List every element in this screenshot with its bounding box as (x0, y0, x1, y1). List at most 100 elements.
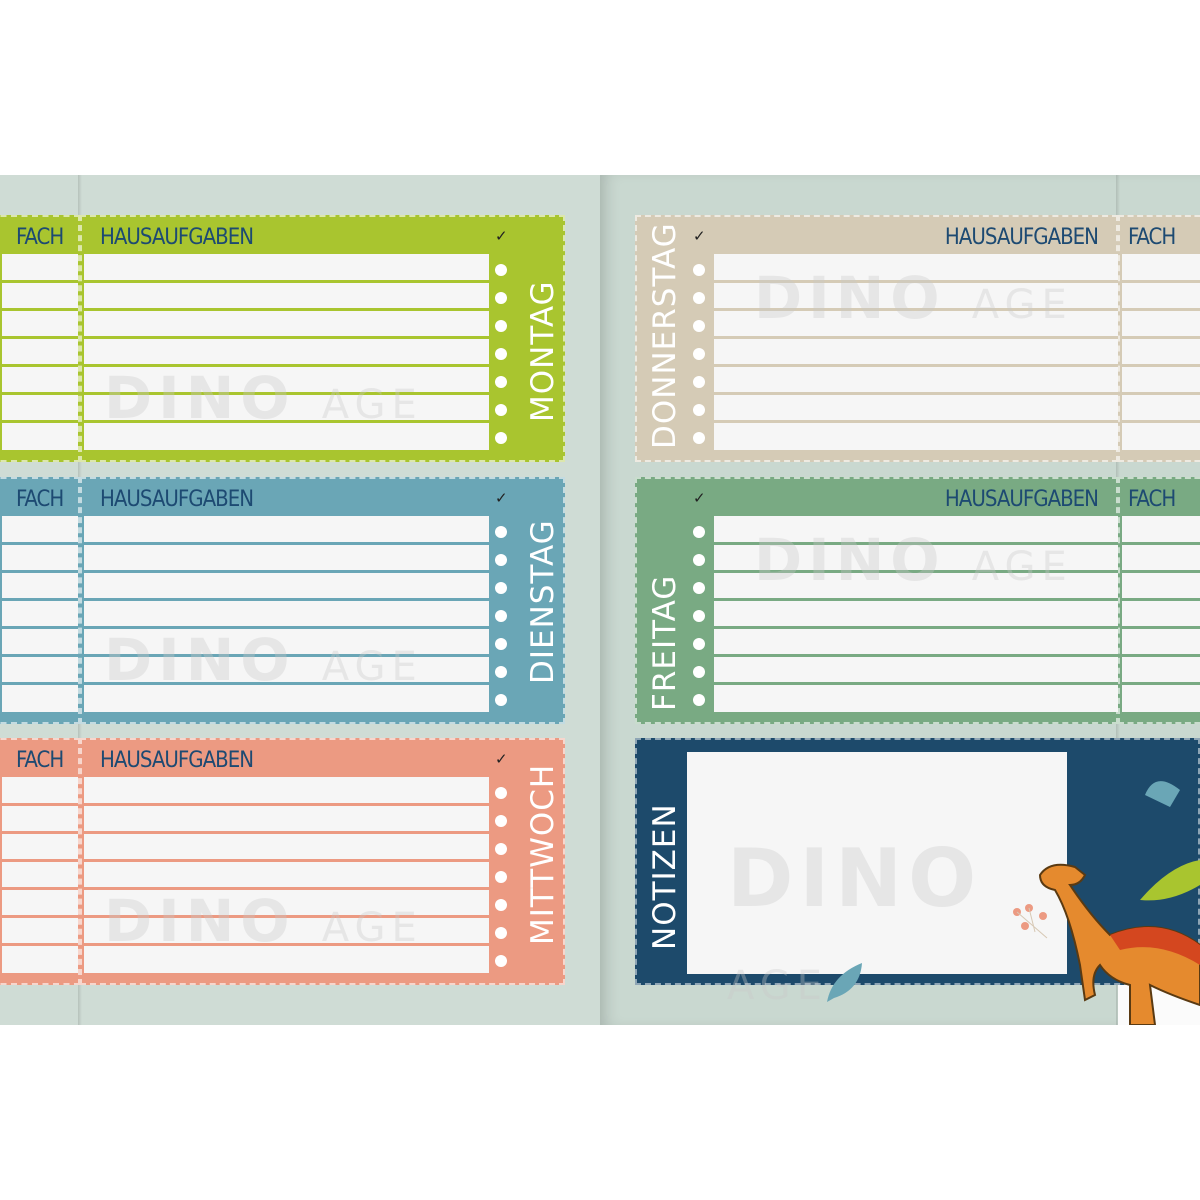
ruled-line (84, 364, 489, 367)
ruled-line (714, 336, 1118, 339)
notes-area[interactable]: DINO AGE (687, 752, 1067, 1009)
checkbox[interactable] (495, 376, 507, 388)
checkbox[interactable] (693, 292, 705, 304)
subject-label: FACH (16, 487, 64, 512)
subject-lines[interactable] (2, 516, 78, 712)
homework-lines[interactable]: DINO AGE (84, 516, 489, 712)
ruled-line (2, 542, 78, 545)
checkbox[interactable] (495, 899, 507, 911)
leaf-icon (827, 963, 862, 1002)
checkbox[interactable] (495, 843, 507, 855)
subject-header: FACH (0, 217, 78, 254)
homework-lines[interactable]: DINO AGE (714, 516, 1118, 712)
checkbox[interactable] (495, 320, 507, 332)
checkbox[interactable] (693, 554, 705, 566)
ruled-line (1122, 598, 1200, 601)
checkbox[interactable] (495, 666, 507, 678)
checkmark-icon: ✓ (495, 750, 508, 768)
checkbox[interactable] (693, 432, 705, 444)
subject-column-dienstag: FACH (0, 477, 80, 724)
day-section-mittwoch: HAUSAUFGABEN DINO AGE ✓ MITTWOCH (80, 738, 565, 985)
homework-header: HAUSAUFGABEN (82, 740, 563, 777)
checkbox[interactable] (495, 787, 507, 799)
ruled-line (714, 626, 1118, 629)
ruled-line (84, 887, 489, 890)
checkbox[interactable] (693, 348, 705, 360)
day-section-montag: HAUSAUFGABEN DINO AGE ✓ MONTAG (80, 215, 565, 462)
ruled-line (84, 654, 489, 657)
ruled-line (2, 308, 78, 311)
notes-label: NOTIZEN (647, 803, 683, 950)
ruled-line (84, 598, 489, 601)
checkmark-icon: ✓ (693, 227, 706, 245)
ruled-line (84, 915, 489, 918)
subject-header: FACH (1120, 217, 1200, 254)
checkbox[interactable] (693, 320, 705, 332)
ruled-line (714, 682, 1118, 685)
checkbox[interactable] (495, 638, 507, 650)
homework-label: HAUSAUFGABEN (944, 225, 1099, 250)
homework-lines[interactable]: DINO AGE (714, 254, 1118, 450)
checkbox[interactable] (495, 694, 507, 706)
day-name: FREITAG (647, 574, 683, 711)
subject-lines[interactable] (2, 254, 78, 450)
berries-icon (1013, 904, 1048, 939)
ruled-line (84, 943, 489, 946)
homework-header: HAUSAUFGABEN (82, 479, 563, 516)
homework-header: HAUSAUFGABEN (637, 479, 1116, 516)
ruled-line (2, 859, 78, 862)
homework-lines[interactable]: DINO AGE (84, 777, 489, 973)
checkbox[interactable] (693, 694, 705, 706)
checkbox[interactable] (693, 610, 705, 622)
checkbox[interactable] (495, 404, 507, 416)
ruled-line (2, 420, 78, 423)
dinosaur-illustration (1038, 863, 1200, 1025)
checkbox[interactable] (693, 404, 705, 416)
checkbox[interactable] (693, 264, 705, 276)
checkbox[interactable] (693, 582, 705, 594)
subject-header: FACH (0, 740, 78, 777)
day-name: MONTAG (525, 280, 561, 422)
checkmark-icon: ✓ (495, 489, 508, 507)
checkbox[interactable] (495, 526, 507, 538)
ruled-line (2, 887, 78, 890)
checkbox[interactable] (495, 432, 507, 444)
checkbox[interactable] (495, 348, 507, 360)
day-name: DONNERSTAG (647, 222, 683, 449)
checkbox[interactable] (495, 264, 507, 276)
ruled-line (714, 420, 1118, 423)
subject-lines[interactable] (1122, 254, 1200, 450)
checkbox[interactable] (495, 871, 507, 883)
ruled-line (1122, 682, 1200, 685)
checkbox[interactable] (495, 554, 507, 566)
subject-label: FACH (16, 748, 64, 773)
ruled-line (714, 280, 1118, 283)
ruled-line (84, 336, 489, 339)
subject-lines[interactable] (1122, 516, 1200, 712)
checkbox[interactable] (495, 815, 507, 827)
homework-lines[interactable]: DINO AGE (84, 254, 489, 450)
subject-column-mittwoch: FACH (0, 738, 80, 985)
ruled-line (2, 598, 78, 601)
checkbox[interactable] (495, 927, 507, 939)
ruled-line (1122, 280, 1200, 283)
checkbox[interactable] (495, 610, 507, 622)
checkbox[interactable] (495, 955, 507, 967)
checkbox[interactable] (495, 292, 507, 304)
homework-label: HAUSAUFGABEN (100, 748, 254, 773)
day-band: ✓ DONNERSTAG (637, 217, 714, 460)
checkbox[interactable] (495, 582, 507, 594)
ruled-line (1122, 308, 1200, 311)
ruled-line (714, 392, 1118, 395)
ruled-line (2, 831, 78, 834)
checkbox[interactable] (693, 376, 705, 388)
ruled-line (2, 626, 78, 629)
subject-lines[interactable] (2, 777, 78, 973)
ruled-line (714, 570, 1118, 573)
checkbox[interactable] (693, 666, 705, 678)
checkbox[interactable] (693, 638, 705, 650)
checkbox[interactable] (693, 526, 705, 538)
ruled-line (2, 803, 78, 806)
dino-head-icon (1145, 781, 1180, 807)
ruled-line (84, 308, 489, 311)
